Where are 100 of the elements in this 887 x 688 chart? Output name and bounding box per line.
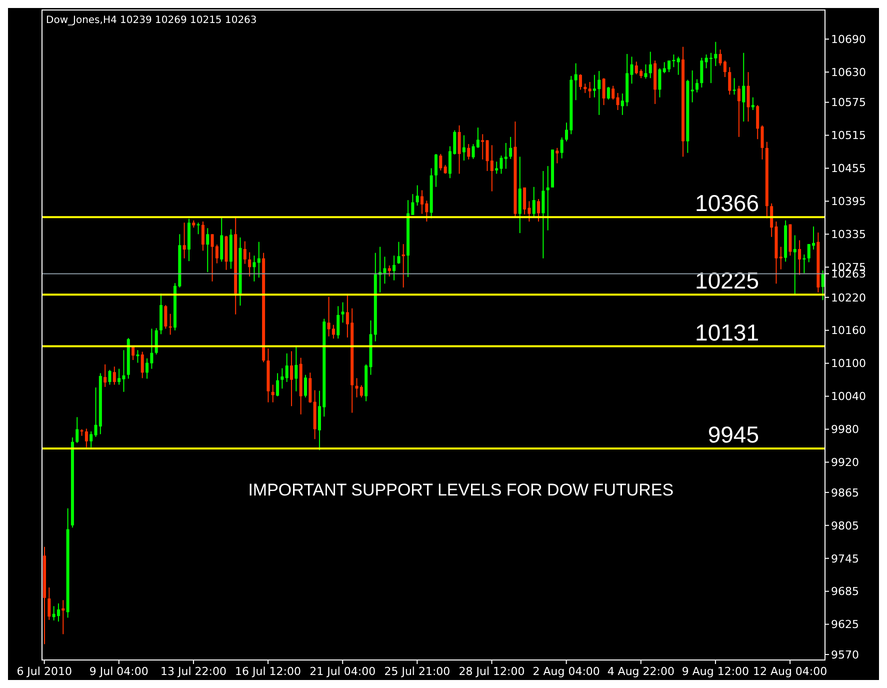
candlestick (392, 255, 396, 281)
candlestick (206, 228, 210, 273)
y-tick-label: 10690 (831, 33, 866, 46)
candlestick (164, 304, 168, 330)
y-tick-label: 9570 (831, 648, 859, 662)
x-tick-label: 28 Jul 12:00 (458, 665, 525, 678)
candlestick (602, 78, 606, 106)
candlestick (523, 186, 526, 215)
candlestick (644, 64, 648, 80)
candlestick (779, 246, 782, 270)
candlestick (532, 186, 536, 218)
candlestick (578, 74, 582, 90)
y-tick-label: 10100 (831, 357, 866, 370)
candlestick (556, 147, 559, 164)
y-tick-label: 9745 (831, 552, 859, 566)
ref-line-label: 9945 (708, 421, 759, 448)
candlestick (616, 92, 620, 110)
y-tick-label: 10040 (831, 390, 866, 404)
candlestick (397, 241, 400, 264)
candlestick (84, 428, 88, 448)
candlestick (793, 234, 796, 296)
y-tick-label: 9865 (831, 486, 859, 500)
candlestick (588, 81, 592, 98)
candlestick (290, 350, 294, 407)
x-tick-label: 25 Jul 21:00 (384, 665, 450, 678)
y-tick-label: 9920 (831, 456, 859, 470)
candlestick (732, 78, 736, 96)
x-tick-label: 21 Jul 04:00 (310, 665, 376, 678)
candlestick (756, 104, 760, 140)
candlestick (248, 252, 252, 277)
candlestick (728, 66, 732, 96)
candlestick (252, 255, 256, 282)
candlestick (658, 68, 662, 98)
candlestick (696, 78, 698, 93)
candlestick (402, 244, 405, 288)
candlestick (504, 142, 508, 170)
candlestick (360, 384, 363, 398)
candlestick (560, 136, 564, 159)
candlestick (276, 372, 280, 397)
candlestick (584, 83, 587, 94)
candlestick (140, 351, 144, 379)
y-tick-label: 10335 (831, 228, 866, 242)
candlestick (420, 190, 424, 214)
candlestick (341, 302, 344, 324)
y-tick-label: 10160 (831, 324, 866, 338)
candlestick (606, 86, 610, 100)
candlestick (168, 313, 172, 336)
candlestick (104, 364, 107, 388)
y-tick-label: 10630 (831, 66, 866, 79)
x-tick-label: 2 Aug 04:00 (532, 665, 600, 678)
candlestick (80, 428, 84, 436)
candlestick (542, 170, 545, 259)
candlestick (62, 600, 65, 635)
candlestick (495, 161, 498, 174)
candlestick (56, 602, 60, 622)
candlestick (243, 240, 246, 264)
y-tick-label: 10395 (831, 195, 866, 208)
x-tick-label: 16 Jul 12:00 (235, 665, 302, 678)
y-tick-label: 10220 (831, 291, 866, 304)
ref-line-label: 10131 (695, 319, 759, 346)
candlestick (481, 134, 484, 160)
candlestick (546, 166, 550, 231)
candlestick (760, 124, 764, 160)
annotation: IMPORTANT SUPPORT LEVELS FOR DOW FUTURES (248, 480, 674, 500)
candlestick (802, 254, 806, 274)
candlestick (90, 430, 93, 448)
candlestick (108, 369, 112, 386)
x-tick-label: 4 Aug 22:00 (607, 665, 674, 678)
candlestick (737, 85, 740, 138)
candlestick (509, 136, 512, 160)
candlestick (462, 134, 466, 162)
candlestick (304, 374, 307, 398)
candlestick (182, 222, 186, 259)
y-tick-label: 10515 (831, 129, 866, 142)
candlestick (196, 222, 200, 235)
candlestick (439, 153, 442, 171)
candlestick (574, 62, 578, 101)
candlestick (742, 52, 746, 122)
candlestick (118, 368, 121, 386)
candlestick (746, 72, 750, 122)
x-tick-label: 12 Aug 04:00 (752, 665, 828, 678)
candlestick (467, 144, 470, 160)
candlestick (257, 241, 260, 278)
candlestick (294, 346, 298, 392)
candlestick (648, 51, 652, 79)
candlestick (48, 586, 51, 620)
y-tick-label: 9685 (831, 585, 859, 598)
ref-line-label: 10366 (695, 190, 759, 216)
y-tick-label: 10575 (831, 96, 866, 110)
candlestick (700, 57, 704, 88)
candlestick (537, 198, 540, 222)
candlestick (612, 85, 615, 100)
candlestick (821, 270, 824, 301)
x-tick-label: 9 Jul 04:00 (89, 665, 148, 678)
candlestick (136, 350, 140, 364)
candlestick (388, 264, 391, 277)
x-tick-label: 6 Jul 2010 (16, 665, 72, 678)
x-tick-label: 9 Aug 12:00 (682, 665, 750, 678)
candlestick (676, 56, 680, 76)
candlestick (332, 324, 335, 340)
